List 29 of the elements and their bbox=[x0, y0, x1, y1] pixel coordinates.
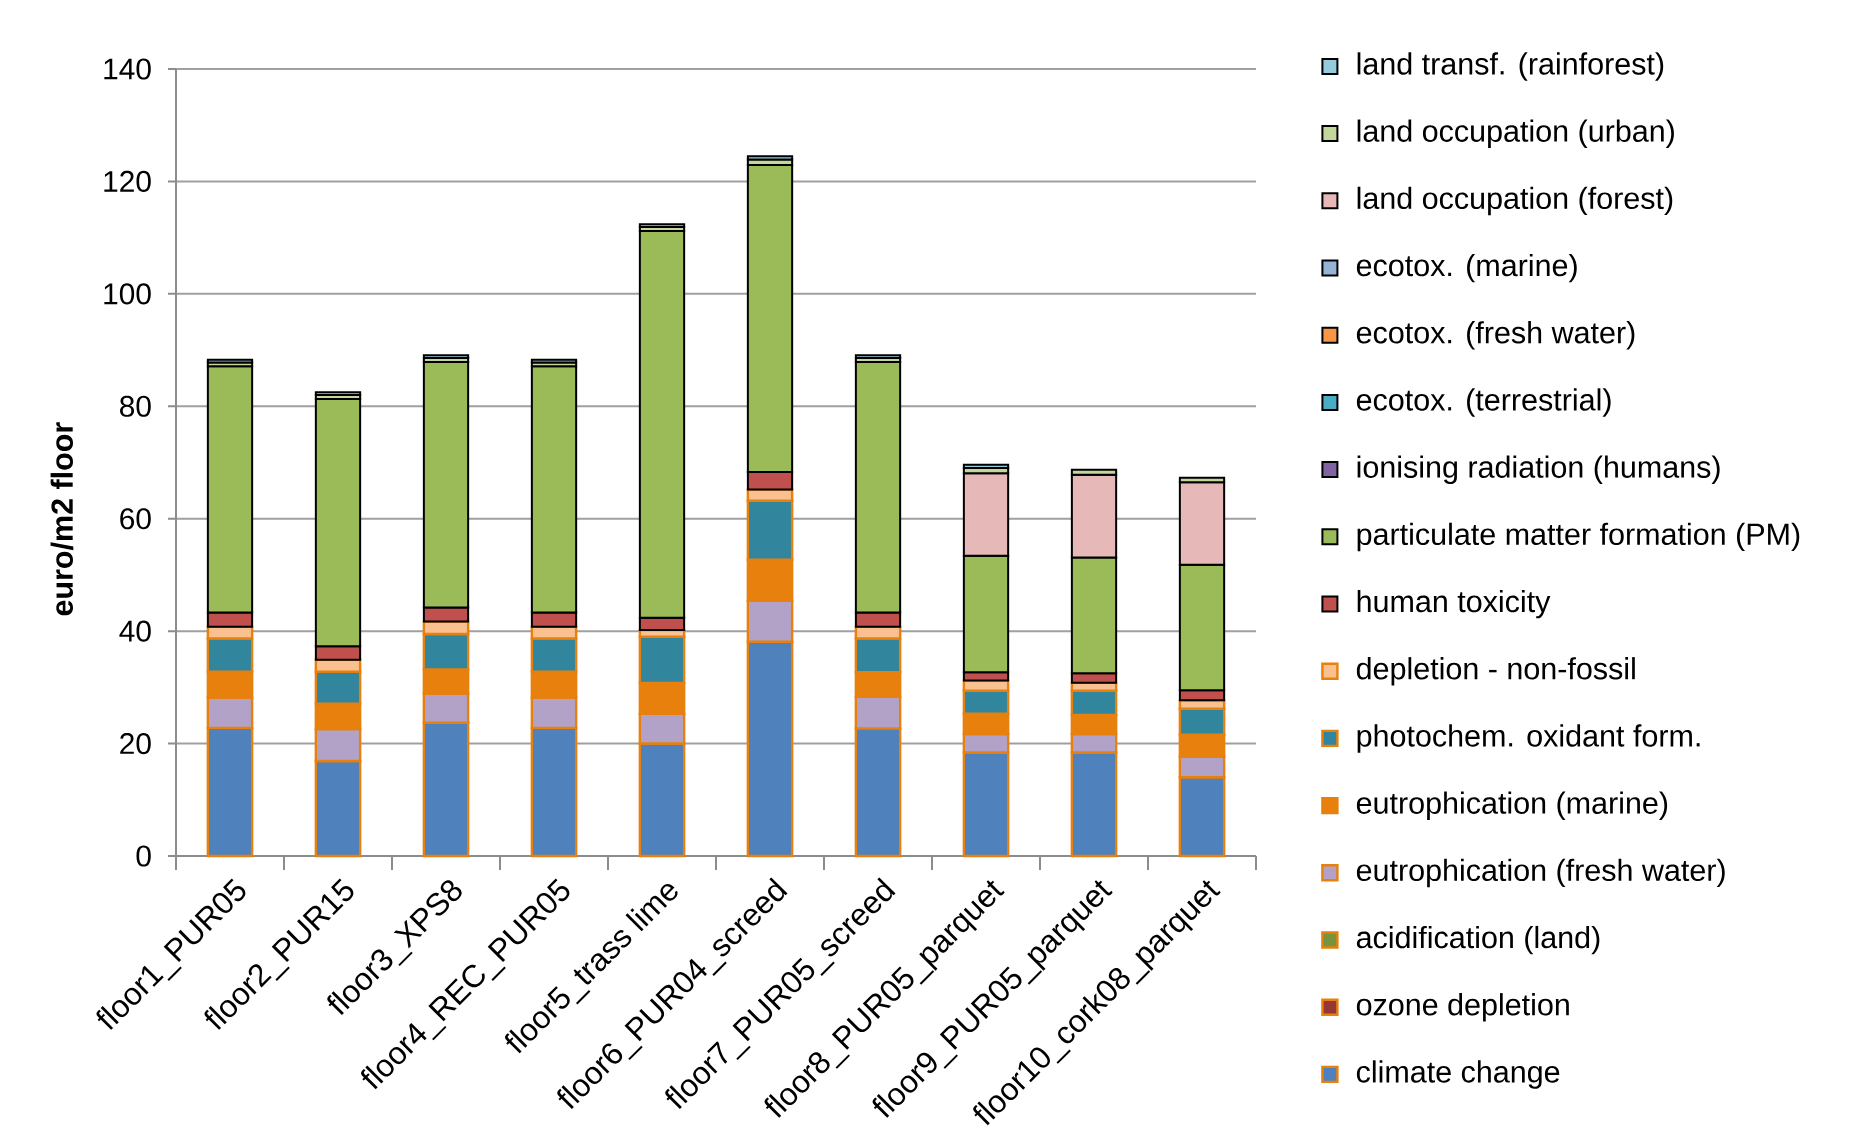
legend-label: eutrophication (fresh water) bbox=[1356, 858, 1725, 888]
legend-label: land transf. (rainforest) bbox=[1357, 52, 1664, 81]
bar bbox=[638, 223, 686, 228]
legend-label: ecotox. (marine) bbox=[1356, 253, 1577, 283]
legend-label: ozone depletion bbox=[1356, 993, 1569, 1022]
legend-label: depletion - non-fossil bbox=[1356, 657, 1635, 686]
y-tick-label: 40 bbox=[119, 620, 151, 642]
bar bbox=[422, 354, 470, 359]
legend-label: particulate matter formation (PM) bbox=[1357, 522, 1800, 552]
y-tick-label: 100 bbox=[104, 283, 151, 305]
y-tick-label: 80 bbox=[120, 395, 151, 417]
bar bbox=[854, 354, 902, 359]
y-tick-label: 60 bbox=[120, 508, 151, 530]
legend-label: ecotox. (fresh water) bbox=[1356, 321, 1635, 350]
legend-label: human toxicity bbox=[1357, 589, 1551, 619]
y-tick-label: 140 bbox=[104, 58, 151, 80]
y-axis-title: euro/m2 floor bbox=[50, 422, 74, 616]
y-tick-label: 120 bbox=[104, 170, 151, 192]
legend-label: photochem. oxidant form. bbox=[1357, 724, 1700, 753]
legend-label: acidification (land) bbox=[1356, 925, 1600, 955]
y-tick-label: 0 bbox=[136, 845, 151, 867]
legend-label: climate change bbox=[1356, 1060, 1560, 1089]
legend-label: land occupation (urban) bbox=[1357, 119, 1674, 148]
legend-label: eutrophication (marine) bbox=[1356, 791, 1668, 820]
legend-label: land occupation (forest) bbox=[1357, 186, 1673, 216]
bar bbox=[962, 463, 1010, 470]
y-tick-label: 20 bbox=[120, 732, 151, 755]
legend-label: ionising radiation (humans) bbox=[1357, 455, 1720, 484]
legend-label: ecotox. (terrestrial) bbox=[1356, 388, 1611, 417]
